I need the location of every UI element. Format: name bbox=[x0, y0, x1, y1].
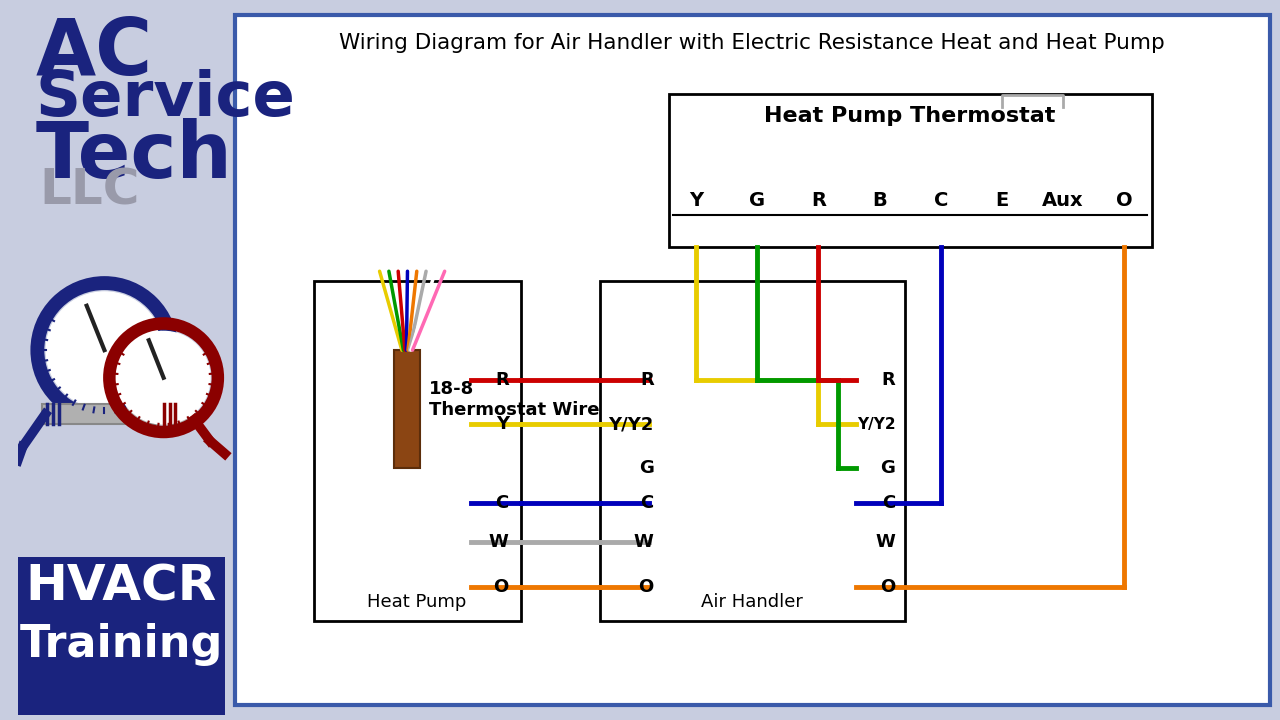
Text: Y: Y bbox=[689, 191, 703, 210]
Text: Aux: Aux bbox=[1042, 191, 1084, 210]
Bar bbox=[599, 281, 905, 621]
Text: O: O bbox=[494, 578, 508, 596]
Text: G: G bbox=[881, 459, 896, 477]
Text: R: R bbox=[812, 191, 826, 210]
Bar bbox=[18, 557, 225, 715]
Text: W: W bbox=[876, 534, 896, 552]
Bar bbox=[668, 94, 1152, 246]
Text: Wiring Diagram for Air Handler with Electric Resistance Heat and Heat Pump: Wiring Diagram for Air Handler with Elec… bbox=[339, 32, 1165, 53]
Text: C: C bbox=[640, 494, 654, 512]
Text: W: W bbox=[489, 534, 508, 552]
Text: O: O bbox=[881, 578, 896, 596]
Text: Y/Y2: Y/Y2 bbox=[856, 417, 896, 431]
Bar bbox=[234, 15, 1270, 705]
Text: O: O bbox=[639, 578, 654, 596]
Text: W: W bbox=[634, 534, 654, 552]
Text: Air Handler: Air Handler bbox=[701, 593, 804, 611]
Bar bbox=[314, 281, 521, 621]
Text: R: R bbox=[495, 371, 508, 389]
Circle shape bbox=[118, 331, 210, 424]
Text: C: C bbox=[933, 191, 948, 210]
Bar bbox=[394, 350, 420, 469]
Bar bbox=[18, 5, 225, 715]
Text: Training: Training bbox=[19, 623, 223, 665]
Text: 18-8
Thermostat Wire: 18-8 Thermostat Wire bbox=[429, 380, 599, 419]
Text: R: R bbox=[640, 371, 654, 389]
Text: G: G bbox=[749, 191, 765, 210]
Text: Y/Y2: Y/Y2 bbox=[608, 415, 654, 433]
Text: Y: Y bbox=[495, 415, 508, 433]
Text: R: R bbox=[882, 371, 896, 389]
Bar bbox=[42, 405, 195, 424]
Text: AC: AC bbox=[36, 15, 152, 91]
Text: G: G bbox=[639, 459, 654, 477]
Text: Service: Service bbox=[36, 69, 296, 129]
Text: Heat Pump Thermostat: Heat Pump Thermostat bbox=[764, 106, 1056, 125]
Text: E: E bbox=[996, 191, 1009, 210]
Text: C: C bbox=[882, 494, 896, 512]
Text: C: C bbox=[495, 494, 508, 512]
Text: B: B bbox=[872, 191, 887, 210]
Text: HVACR: HVACR bbox=[26, 563, 216, 611]
Text: LLC: LLC bbox=[40, 167, 140, 215]
Text: Tech: Tech bbox=[36, 118, 232, 194]
Text: Heat Pump: Heat Pump bbox=[367, 593, 467, 611]
Text: O: O bbox=[1116, 191, 1133, 210]
Circle shape bbox=[46, 292, 163, 408]
